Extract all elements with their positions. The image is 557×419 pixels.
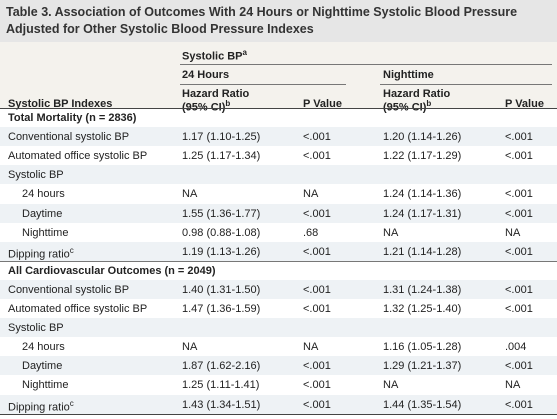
row-bg: [0, 203, 557, 223]
footnote-mark: b: [225, 99, 231, 108]
cell: <.001: [303, 360, 331, 373]
row-label: Automated office systolic BP: [8, 150, 148, 163]
row-label: Conventional systolic BP: [8, 283, 130, 296]
cell: <.001: [505, 398, 533, 411]
group-header: Systolic BPa: [182, 48, 247, 63]
row-label: Systolic BP: [8, 169, 64, 182]
row-label: Automated office systolic BP: [8, 303, 148, 315]
cell: <.001: [303, 303, 331, 315]
row-label: Conventional systolic BP: [8, 131, 130, 144]
cell: <.001: [505, 150, 533, 163]
cell: 1.44 (1.35-1.54): [383, 398, 462, 411]
footnote-mark: b: [426, 99, 432, 108]
title: Adjusted for Other Systolic Blood Pressu…: [6, 22, 314, 36]
row-label: Systolic BP: [8, 322, 64, 335]
row-bg: [0, 394, 557, 414]
cell: 1.47 (1.36-1.59): [182, 303, 261, 315]
cell: 1.31 (1.24-1.38): [383, 283, 462, 296]
cell: 1.25 (1.11-1.41): [182, 379, 260, 392]
cell: 1.87 (1.62-2.16): [182, 360, 261, 373]
row-label: 24 hours: [22, 341, 65, 354]
cell: 1.24 (1.17-1.31): [383, 207, 462, 220]
row-label: Dipping ratioc: [8, 398, 74, 414]
cell: <.001: [303, 150, 331, 163]
cell: <.001: [303, 283, 331, 296]
cell: <.001: [303, 207, 331, 220]
cell: 1.55 (1.36-1.77): [182, 207, 261, 220]
cell: <.001: [303, 131, 331, 144]
cell: 1.19 (1.13-1.26): [182, 245, 261, 258]
rule: [0, 413, 557, 415]
cell: <.001: [505, 245, 533, 258]
row-label: Nighttime: [22, 226, 69, 239]
rule: [380, 84, 552, 85]
cell: NA: [505, 226, 521, 239]
period-header: Nighttime: [383, 69, 434, 81]
row-label: Dipping ratioc: [8, 245, 74, 261]
rule: [180, 64, 552, 65]
cell: 1.40 (1.31-1.50): [182, 283, 261, 296]
cell: 1.17 (1.10-1.25): [182, 131, 261, 144]
cell: 1.20 (1.14-1.26): [383, 131, 462, 144]
cell: 1.43 (1.34-1.51): [182, 398, 261, 411]
footnote-mark: a: [242, 48, 247, 57]
row-bg: [0, 241, 557, 261]
cell: 1.22 (1.17-1.29): [383, 150, 462, 163]
rule: [0, 260, 557, 262]
footnote-mark: c: [69, 398, 74, 408]
cell: 1.16 (1.05-1.28): [383, 341, 462, 354]
header-bg: [0, 42, 557, 108]
cell: <.001: [303, 398, 331, 411]
title: Table 3. Association of Outcomes With 24…: [6, 5, 518, 19]
estimate-header: (95% CI)b: [383, 99, 432, 114]
cell: <.001: [303, 245, 331, 258]
cell: NA: [303, 341, 319, 354]
cell: NA: [182, 341, 198, 354]
footnote-mark: c: [69, 245, 74, 255]
title-bg: [0, 0, 557, 42]
row-bg: [0, 165, 557, 185]
cell: <.001: [505, 131, 533, 144]
p-header: P Value: [303, 98, 342, 110]
row-label: Daytime: [22, 360, 63, 373]
cell: 1.24 (1.14-1.36): [383, 188, 462, 201]
row-bg: [0, 127, 557, 147]
cell: NA: [303, 188, 319, 201]
cell: <.001: [505, 303, 533, 315]
cell: 1.32 (1.25-1.40): [383, 303, 462, 315]
cell: <.001: [505, 207, 533, 220]
p-header: P Value: [505, 98, 544, 110]
cell: <.001: [505, 360, 533, 373]
cell: NA: [383, 226, 399, 239]
cell: 1.25 (1.17-1.34): [182, 150, 261, 163]
estimate-header: Hazard Ratio: [383, 88, 451, 100]
row-label: Nighttime: [22, 379, 69, 392]
cell: NA: [383, 379, 399, 392]
row-bg: [0, 356, 557, 376]
row-bg: [0, 318, 557, 338]
row-label-header: Systolic BP Indexes: [8, 98, 113, 110]
row-label: Daytime: [22, 207, 63, 220]
cell: 0.98 (0.88-1.08): [182, 226, 261, 239]
section-title: Total Mortality (n = 2836): [8, 112, 137, 124]
estimate-header: Hazard Ratio: [182, 88, 250, 100]
cell: <.001: [303, 379, 331, 392]
rule: [0, 108, 557, 109]
cell: <.001: [505, 188, 533, 201]
cell: NA: [505, 379, 521, 392]
cell: 1.29 (1.21-1.37): [383, 360, 462, 373]
cell: 1.21 (1.14-1.28): [383, 245, 462, 258]
cell: .004: [505, 341, 527, 354]
period-header: 24 Hours: [182, 69, 230, 81]
cell: NA: [182, 188, 198, 201]
row-label: 24 hours: [22, 188, 65, 201]
cell: .68: [303, 226, 319, 239]
row-bg: [0, 279, 557, 299]
section-title: All Cardiovascular Outcomes (n = 2049): [8, 264, 216, 277]
rule: [180, 84, 346, 85]
cell: <.001: [505, 283, 533, 296]
estimate-header: (95% CI)b: [182, 99, 231, 114]
